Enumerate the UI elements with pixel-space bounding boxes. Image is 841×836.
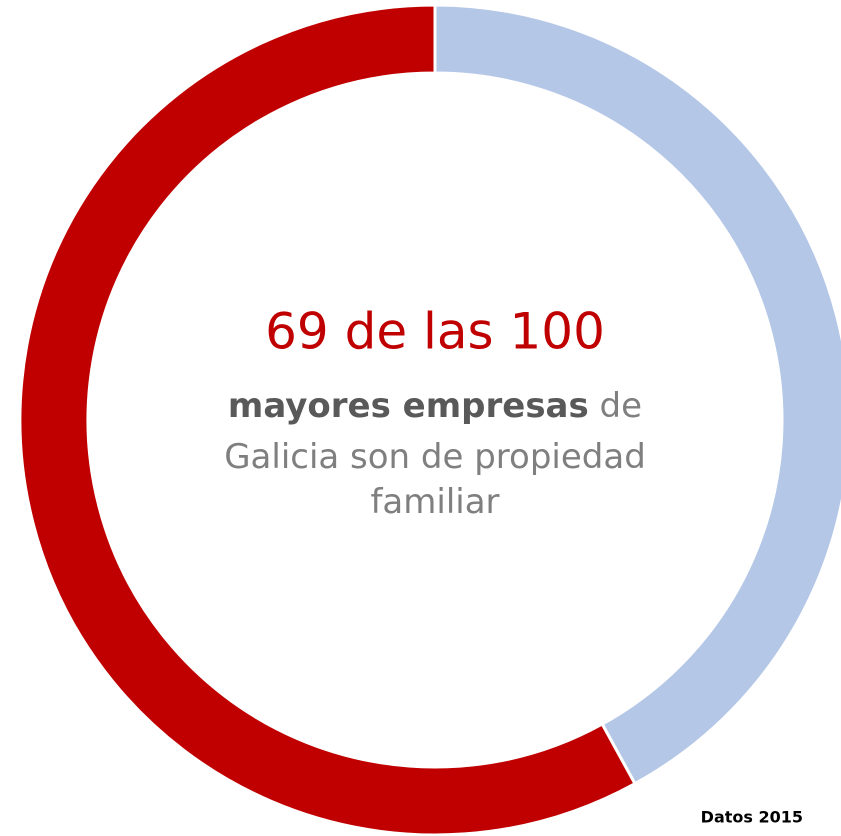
text-segment: mayores empresas [228,386,589,426]
text-segment: Galicia son de propiedad [224,437,646,477]
headline: 69 de las 100 [265,303,605,361]
center-text: mayores empresas de Galicia son de propie… [224,386,646,522]
donut-segment [433,3,841,786]
donut-segment [18,3,637,836]
donut [18,3,841,836]
text-segment: de [589,386,642,426]
text-segment: familiar [370,482,499,522]
footnote: Datos 2015 [701,808,803,827]
